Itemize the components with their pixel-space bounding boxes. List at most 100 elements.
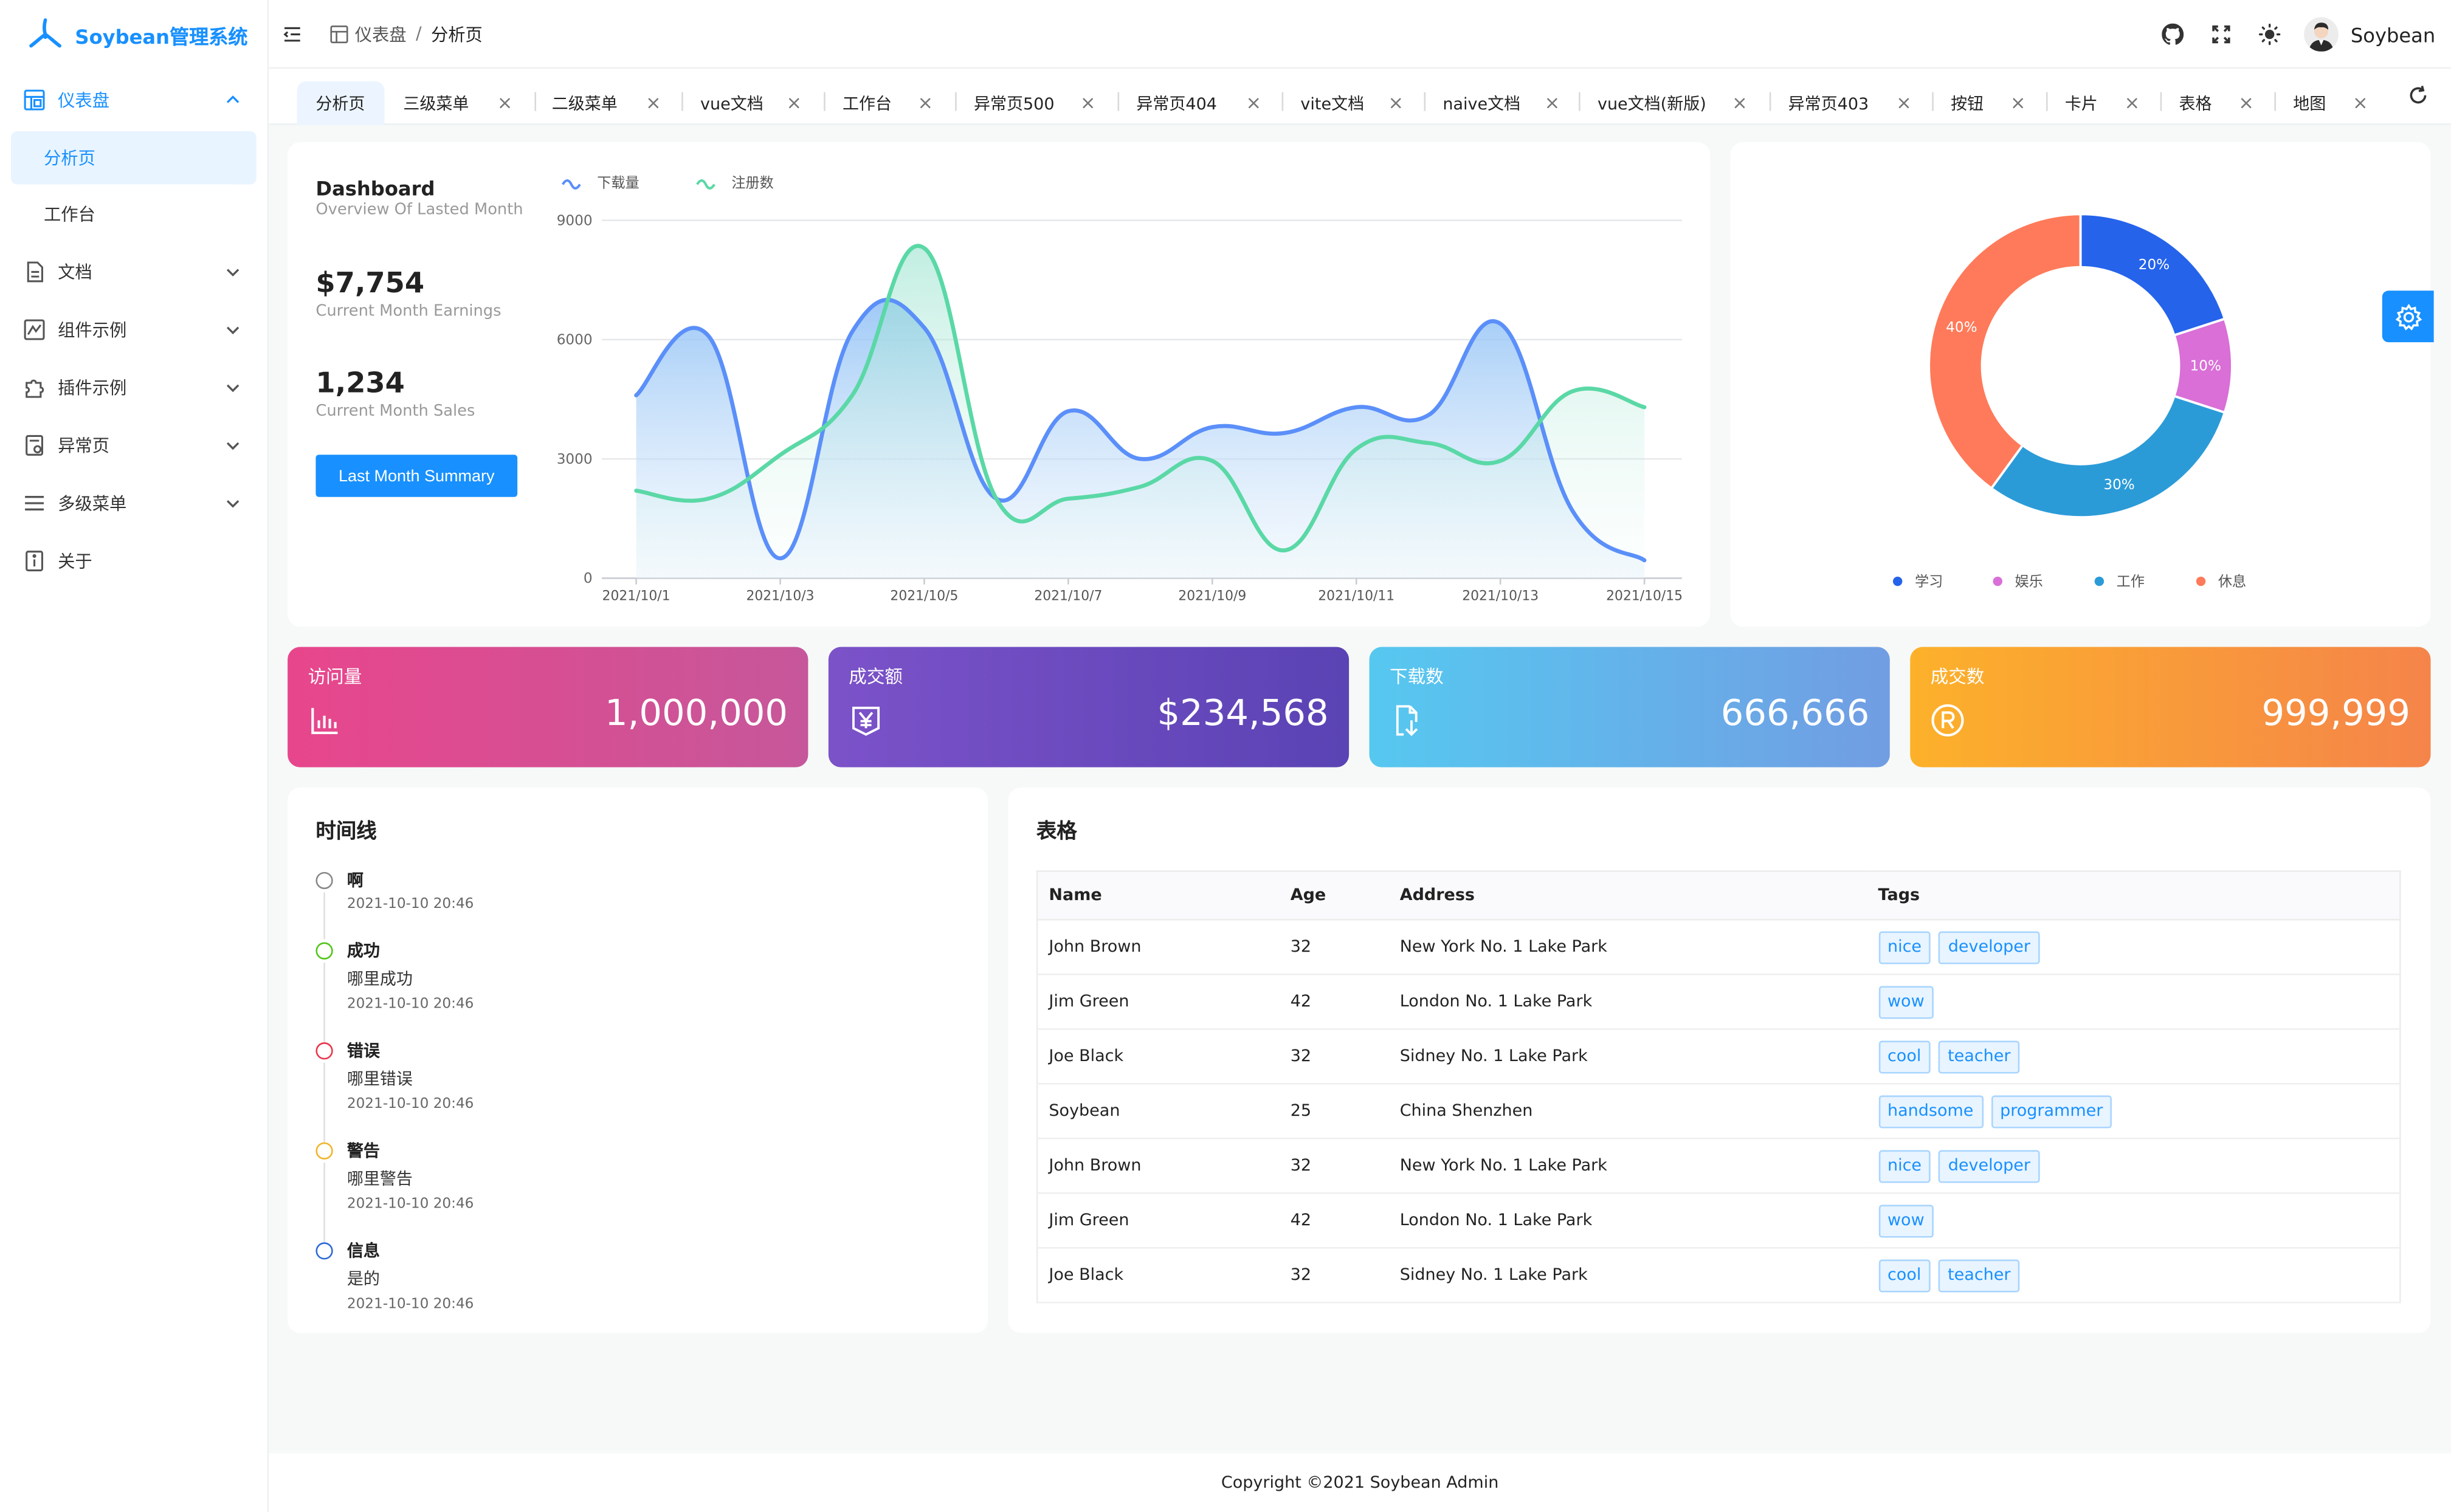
column-header-name[interactable]: Name — [1036, 870, 1280, 921]
y-tick-label: 3000 — [557, 452, 593, 467]
cell-address: London No. 1 Lake Park — [1388, 1193, 1867, 1249]
cell-name: Joe Black — [1036, 1029, 1280, 1085]
legend-item[interactable]: 工作 — [2094, 571, 2145, 591]
timeline-item-time: 2021-10-10 20:46 — [346, 1297, 474, 1313]
theme-sun-icon[interactable] — [2246, 0, 2295, 69]
timeline-item-content: 哪里成功 — [346, 970, 413, 989]
tab-separator — [1932, 92, 1934, 111]
registered-icon — [1931, 704, 1964, 737]
timeline-item-time: 2021-10-10 20:46 — [346, 1197, 474, 1213]
close-icon[interactable] — [1388, 95, 1404, 111]
tab-exception-403[interactable]: 异常页403 — [1788, 81, 1914, 125]
series-line-downloads — [634, 298, 1647, 563]
sidebar-item-multi-menu[interactable]: 多级菜单 — [11, 475, 257, 532]
cell-tags: nice developer — [1867, 919, 2401, 975]
footer: Copyright ©2021 Soybean Admin — [269, 1453, 2451, 1512]
header-actions: Soybean — [2149, 0, 2451, 69]
tab-level3-menu[interactable]: 三级菜单 — [403, 81, 515, 125]
tab-buttons[interactable]: 按钮 — [1951, 81, 2041, 125]
legend-label: 学习 — [1914, 575, 1943, 591]
tab-label: 三级菜单 — [403, 94, 469, 114]
column-header-address[interactable]: Address — [1388, 870, 1867, 921]
column-header-age[interactable]: Age — [1279, 870, 1389, 921]
close-icon[interactable] — [646, 95, 661, 111]
github-icon[interactable] — [2149, 0, 2198, 69]
tab-analysis[interactable]: 分析页 — [297, 81, 384, 125]
dashboard-subtitle: Overview Of Lasted Month — [315, 201, 523, 219]
last-month-summary-button[interactable]: Last Month Summary — [315, 455, 518, 497]
legend-swatch — [561, 179, 581, 190]
tab-label: 表格 — [2179, 94, 2212, 114]
cell-tags: wow — [1867, 1193, 2401, 1249]
sidebar-item-docs[interactable]: 文档 — [11, 244, 257, 300]
timeline-dot — [315, 1142, 333, 1160]
tab-label: 二级菜单 — [551, 94, 618, 114]
breadcrumb-parent[interactable]: 仪表盘 — [354, 24, 407, 45]
sidebar-item-workbench[interactable]: 工作台 — [43, 204, 95, 225]
stat-card-downloads: 下载数 666,666 — [1369, 647, 1890, 768]
cell-age: 32 — [1279, 919, 1389, 975]
tab-workbench[interactable]: 工作台 — [843, 81, 936, 125]
logo[interactable]: Soybean管理系统 — [0, 0, 267, 69]
close-icon[interactable] — [1246, 95, 1261, 111]
tab-vue-docs-new[interactable]: vue文档(新版) — [1598, 81, 1770, 125]
close-icon[interactable] — [2238, 95, 2254, 111]
tab-naive-docs[interactable]: naive文档 — [1443, 81, 1565, 125]
breadcrumb: 仪表盘 / 分析页 — [330, 21, 483, 46]
chevron-down-icon — [226, 269, 240, 277]
y-tick-label: 6000 — [557, 332, 593, 348]
close-icon[interactable] — [786, 95, 802, 111]
refresh-icon[interactable] — [2407, 84, 2429, 106]
tab-label: naive文档 — [1443, 94, 1521, 114]
username[interactable]: Soybean — [2350, 22, 2436, 46]
close-icon[interactable] — [2125, 95, 2140, 111]
close-icon[interactable] — [497, 95, 513, 111]
stat-value: 666,666 — [1720, 693, 1870, 735]
close-icon[interactable] — [1080, 95, 1096, 111]
cell-age: 32 — [1279, 1248, 1389, 1304]
tab-cards[interactable]: 卡片 — [2065, 81, 2156, 125]
close-icon[interactable] — [1545, 95, 1560, 111]
tab-vite-docs[interactable]: vite文档 — [1300, 81, 1410, 125]
tab-exception-500[interactable]: 异常页500 — [974, 81, 1099, 125]
sidebar-item-components[interactable]: 组件示例 — [11, 301, 257, 358]
avatar[interactable] — [2303, 17, 2339, 52]
sales-label: Current Month Sales — [315, 403, 475, 421]
close-icon[interactable] — [2010, 95, 2026, 111]
sidebar-item-dashboard[interactable]: 仪表盘 — [11, 72, 257, 128]
column-header-tags[interactable]: Tags — [1867, 870, 2401, 921]
tab-vue-docs[interactable]: vue文档 — [700, 81, 804, 125]
tab-tables[interactable]: 表格 — [2179, 81, 2270, 125]
document-icon — [24, 261, 46, 283]
close-icon[interactable] — [1896, 95, 1912, 111]
table-row: Soybean 25 China Shenzhen handsome progra… — [1036, 1084, 2401, 1139]
dashboard-title: Dashboard — [315, 176, 435, 201]
close-icon[interactable] — [2353, 95, 2368, 111]
tab-map[interactable]: 地图 — [2293, 81, 2384, 125]
chevron-down-icon — [226, 326, 240, 335]
tab-exception-404[interactable]: 异常页404 — [1136, 81, 1261, 125]
x-tick-label: 2021/10/9 — [1178, 588, 1246, 603]
close-icon[interactable] — [1732, 95, 1748, 111]
legend-item[interactable]: 娱乐 — [1993, 571, 2043, 591]
chevron-down-icon — [226, 384, 240, 393]
x-tick-label: 2021/10/3 — [746, 588, 814, 603]
sidebar-item-plugins[interactable]: 插件示例 — [11, 359, 257, 416]
tab-level2-menu[interactable]: 二级菜单 — [552, 81, 664, 125]
sidebar-item-analysis[interactable]: 分析页 — [10, 131, 257, 185]
table-row: Joe Black 32 Sidney No. 1 Lake Park cool… — [1036, 1248, 2401, 1304]
menu-collapse-icon[interactable] — [283, 22, 305, 44]
legend-item[interactable]: 学习 — [1892, 571, 1943, 591]
cell-address: New York No. 1 Lake Park — [1388, 919, 1867, 975]
cell-age: 42 — [1279, 1193, 1389, 1249]
close-icon[interactable] — [917, 95, 933, 111]
timeline-item-title: 错误 — [346, 1042, 380, 1061]
settings-button[interactable] — [2382, 290, 2434, 343]
tab-separator — [1117, 92, 1120, 111]
sidebar-item-exception[interactable]: 异常页 — [11, 418, 257, 474]
legend-item[interactable]: 休息 — [2196, 571, 2246, 591]
fullscreen-icon[interactable] — [2198, 0, 2246, 69]
pie-card: 20% 10% 30% 40% 学习 娱乐 工作 休息 — [1730, 142, 2431, 627]
sidebar-item-about[interactable]: 关于 — [11, 533, 257, 589]
x-tick-label: 2021/10/15 — [1606, 588, 1683, 603]
